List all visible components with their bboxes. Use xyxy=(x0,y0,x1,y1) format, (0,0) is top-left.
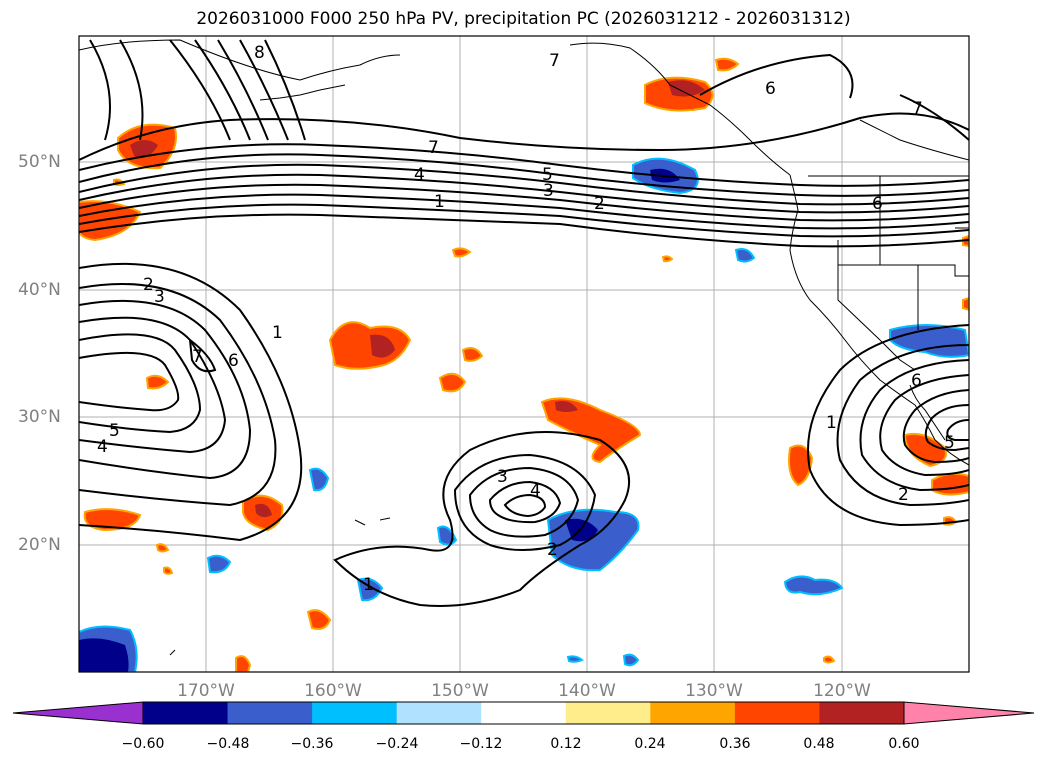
contour-label: 1 xyxy=(434,192,445,212)
colorbar-segment xyxy=(143,702,229,724)
lon-label-160w: 160°W xyxy=(304,681,362,701)
lat-label-20n: 20°N xyxy=(18,535,61,555)
lon-label-130w: 130°W xyxy=(685,681,743,701)
colorbar-extend-high xyxy=(904,702,1034,724)
contour-label: 7 xyxy=(549,51,560,71)
contour-label: 6 xyxy=(228,351,239,371)
colorbar-segment xyxy=(734,702,820,724)
contour-label: 1 xyxy=(272,323,283,343)
colorbar-segment xyxy=(227,702,313,724)
contour-label: 6 xyxy=(765,79,776,99)
lon-label-150w: 150°W xyxy=(431,681,489,701)
contour-label: 7 xyxy=(428,138,439,158)
lon-label-170w: 170°W xyxy=(177,681,235,701)
contour-label: 3 xyxy=(543,181,554,201)
colorbar-tick-label: 0.36 xyxy=(719,736,751,752)
lat-label-40n: 40°N xyxy=(18,280,61,300)
contour-label: 7 xyxy=(912,99,923,119)
lat-label-30n: 30°N xyxy=(18,407,61,427)
contour-label: 5 xyxy=(542,165,553,185)
colorbar-segment xyxy=(396,702,482,724)
map-panel: 8 7 6 7 7 4 5 3 1 2 6 2 3 7 6 1 5 4 3 4 … xyxy=(78,35,970,673)
contour-label: 4 xyxy=(97,437,108,457)
contour-label: 5 xyxy=(944,433,955,453)
contour-label: 6 xyxy=(872,194,883,214)
contour-label: 1 xyxy=(826,413,837,433)
contour-label: 6 xyxy=(911,371,922,391)
colorbar-tick-label: 0.48 xyxy=(803,736,835,752)
gridlines xyxy=(79,36,969,672)
contour-label: 1 xyxy=(363,575,374,595)
contour-label: 2 xyxy=(143,275,154,295)
map-frame xyxy=(78,35,970,673)
contour-label: 4 xyxy=(530,481,541,501)
colorbar-segment xyxy=(565,702,651,724)
colorbar-segment xyxy=(312,702,398,724)
contour-label: 3 xyxy=(154,287,165,307)
contour-label: 8 xyxy=(254,43,265,63)
contour-label: 4 xyxy=(414,165,425,185)
contour-label: 7 xyxy=(192,347,203,367)
colorbar-tick-label: −0.12 xyxy=(459,736,503,752)
lon-label-120w: 120°W xyxy=(813,681,871,701)
lon-label-140w: 140°W xyxy=(558,681,616,701)
contour-labels: 8 7 6 7 7 4 5 3 1 2 6 2 3 7 6 1 5 4 3 4 … xyxy=(97,43,955,595)
contour-label: 2 xyxy=(898,485,909,505)
colorbar-extend-low xyxy=(13,702,143,724)
contour-label: 2 xyxy=(594,194,605,214)
colorbar-tick-label: −0.60 xyxy=(121,736,165,752)
precip-positive xyxy=(79,57,969,672)
map-title: 2026031000 F000 250 hPa PV, precipitatio… xyxy=(196,9,851,29)
contour-label: 5 xyxy=(109,421,120,441)
colorbar-tick-label: 0.60 xyxy=(888,736,920,752)
colorbar xyxy=(12,701,1035,725)
pv-contours xyxy=(79,39,969,607)
colorbar-segment xyxy=(481,702,567,724)
colorbar-tick-label: 0.12 xyxy=(550,736,582,752)
colorbar-tick-label: 0.24 xyxy=(634,736,666,752)
colorbar-segment xyxy=(650,702,736,724)
colorbar-segment xyxy=(819,702,905,724)
contour-label: 3 xyxy=(497,467,508,487)
colorbar-tick-label: −0.24 xyxy=(375,736,419,752)
colorbar-tick-label: −0.48 xyxy=(206,736,250,752)
colorbar-tick-label: −0.36 xyxy=(290,736,334,752)
contour-label: 2 xyxy=(547,540,558,560)
lat-label-50n: 50°N xyxy=(18,152,61,172)
